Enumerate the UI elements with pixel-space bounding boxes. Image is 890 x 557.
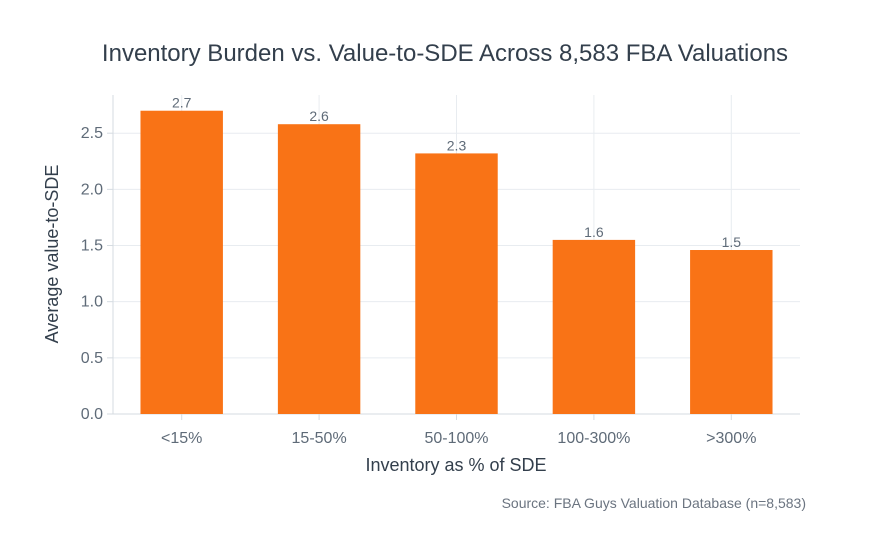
data-label: 2.6	[309, 108, 329, 124]
data-label: 1.5	[722, 234, 742, 250]
bar	[277, 124, 361, 414]
x-tick-label: 50-100%	[424, 430, 488, 447]
x-axis-title: Inventory as % of SDE	[365, 455, 546, 475]
data-label: 2.3	[447, 137, 467, 153]
y-tick-label: 2.5	[81, 125, 103, 142]
y-tick-label: 0.5	[81, 350, 103, 367]
x-tick-label: 100-300%	[557, 430, 630, 447]
source-note: Source: FBA Guys Valuation Database (n=8…	[501, 495, 806, 511]
x-tick-label: 15-50%	[292, 430, 347, 447]
bar	[552, 239, 636, 414]
y-tick-label: 1.0	[81, 294, 103, 311]
y-tick-label: 1.5	[81, 238, 103, 255]
data-label: 1.6	[584, 224, 604, 240]
chart-title: Inventory Burden vs. Value-to-SDE Across…	[101, 40, 789, 67]
y-axis-title: Average value-to-SDE	[42, 165, 62, 344]
x-tick-label: <15%	[161, 430, 202, 447]
x-tick-label: >300%	[706, 430, 756, 447]
bar	[140, 110, 223, 415]
y-tick-label: 2.0	[81, 181, 103, 198]
bar	[690, 250, 773, 414]
label-layer: 0.0 0.5 1.0 1.5 2.0 2.5 2.7 <15% 2.6 15-50% 2.3 50-…	[81, 95, 757, 447]
data-label: 2.7	[172, 95, 192, 111]
bar	[415, 153, 498, 414]
y-tick-label: 0.0	[81, 406, 103, 423]
bar-layer	[140, 110, 773, 415]
